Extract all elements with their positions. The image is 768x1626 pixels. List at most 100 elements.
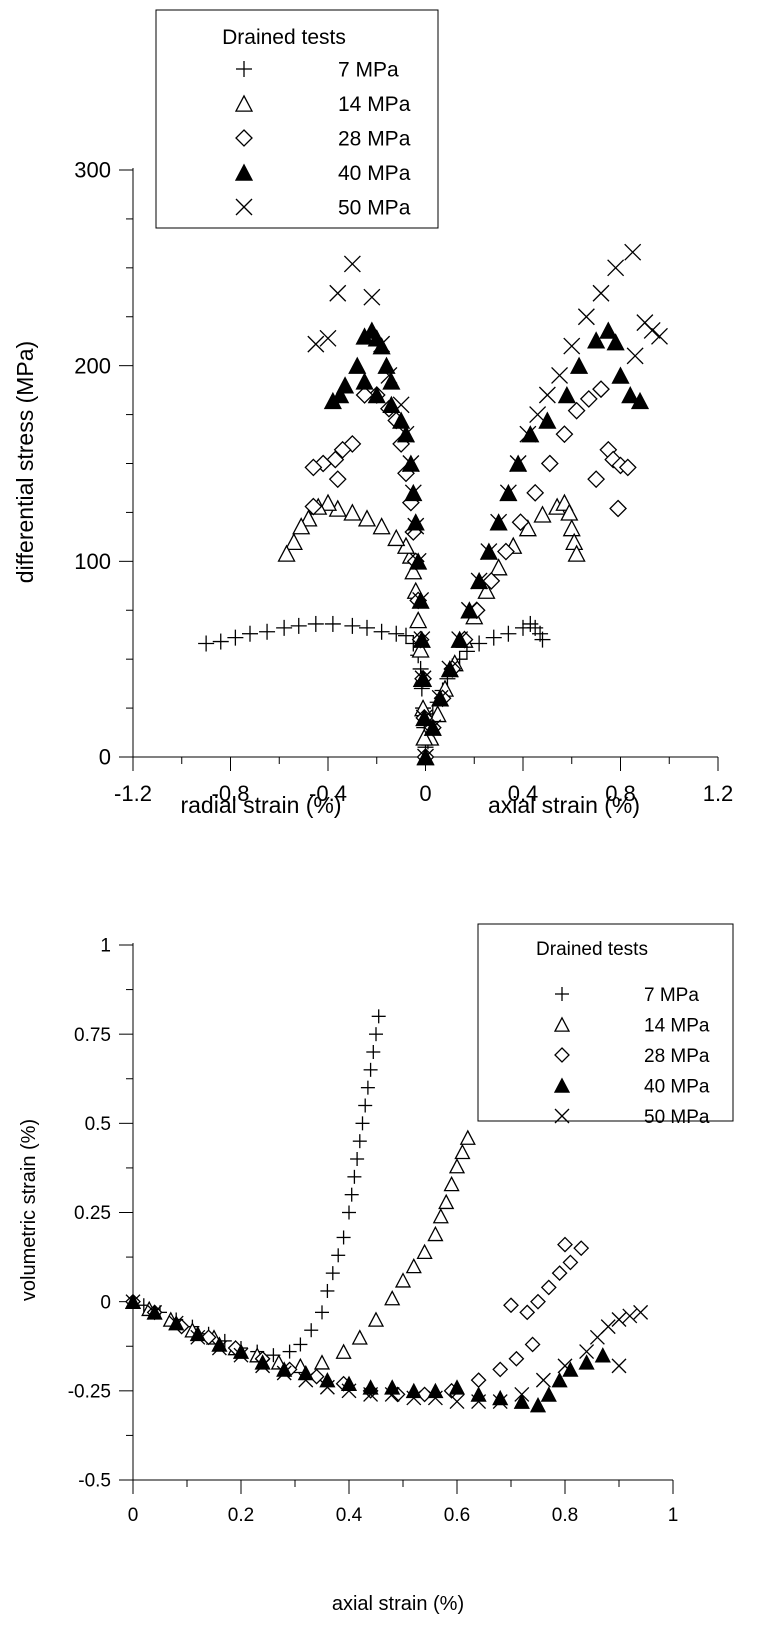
data-point	[651, 327, 668, 345]
data-point	[307, 615, 324, 632]
data-point	[343, 255, 361, 273]
data-point	[371, 1009, 386, 1024]
data-point	[344, 617, 361, 634]
data-points	[124, 1009, 649, 1413]
data-point	[282, 1344, 297, 1359]
data-point	[357, 509, 377, 527]
y-tick-label: 100	[74, 549, 111, 574]
data-point	[521, 425, 540, 443]
data-point	[524, 1336, 541, 1353]
legend-entry-label: 40 MPa	[338, 162, 411, 185]
data-point	[266, 1348, 281, 1363]
data-point	[511, 513, 530, 532]
data-point	[323, 391, 342, 410]
data-point	[397, 425, 415, 443]
data-point	[198, 635, 215, 652]
data-point	[404, 562, 423, 580]
series-7-mpa	[126, 1009, 386, 1363]
data-point	[618, 458, 637, 477]
y-tick-label: -0.25	[68, 1381, 111, 1402]
data-point	[348, 356, 367, 374]
data-point	[530, 1293, 546, 1310]
y-tick-label: 300	[74, 158, 111, 183]
data-point	[518, 519, 537, 537]
legend-title: Drained tests	[222, 26, 346, 49]
data-point	[372, 337, 391, 355]
data-point	[562, 519, 581, 537]
x-tick-label: 1	[668, 1505, 679, 1526]
legend-entry-label: 14 MPa	[338, 93, 411, 116]
data-point	[384, 1290, 401, 1306]
data-point	[384, 1386, 400, 1402]
data-point	[535, 1372, 551, 1388]
data-point	[577, 308, 595, 326]
data-point	[630, 391, 650, 410]
data-point	[621, 386, 640, 404]
legend-entry-label: 50 MPa	[644, 1107, 710, 1128]
data-point	[611, 1358, 627, 1374]
data-point	[471, 635, 488, 652]
data-point	[540, 454, 559, 473]
data-point	[351, 1329, 368, 1345]
x-tick-label: 0.4	[508, 781, 539, 806]
data-point	[606, 333, 625, 351]
data-point	[320, 1283, 335, 1298]
data-point	[513, 1393, 530, 1409]
data-point	[359, 619, 375, 636]
data-point	[372, 517, 391, 535]
data-point	[315, 1305, 329, 1320]
data-point	[470, 1386, 487, 1402]
x-axis-label-right: axial strain (%)	[488, 792, 640, 818]
y-tick-label: 200	[74, 353, 111, 378]
data-point	[416, 1243, 433, 1260]
data-point	[355, 386, 374, 404]
data-point	[347, 1169, 362, 1184]
data-point	[611, 366, 630, 384]
data-point	[557, 386, 576, 404]
data-point	[411, 640, 430, 658]
data-point	[242, 625, 258, 642]
legend-marker-triangle-filled	[553, 1077, 571, 1093]
legend-entry-label: 7 MPa	[338, 59, 399, 82]
data-point	[398, 627, 414, 644]
data-point	[538, 411, 557, 429]
x-tick-label: -0.8	[212, 781, 250, 806]
x-tick-label: 0	[128, 1505, 139, 1526]
data-point	[405, 1257, 422, 1274]
data-point	[373, 335, 391, 353]
data-point	[284, 532, 303, 551]
legend-marker-diamond-open	[554, 1047, 570, 1063]
data-point	[147, 1304, 163, 1320]
data-point	[573, 1240, 590, 1257]
data-point	[534, 631, 551, 648]
legend-entry-label: 50 MPa	[338, 197, 411, 220]
data-point	[299, 509, 318, 527]
x-tick-label: 0	[419, 781, 431, 806]
data-point	[190, 1329, 206, 1345]
data-point	[587, 331, 606, 349]
data-point	[497, 542, 515, 561]
data-point	[443, 1175, 460, 1192]
data-point	[560, 503, 579, 521]
data-point	[600, 1319, 616, 1335]
data-point	[514, 1386, 530, 1402]
data-point	[367, 386, 386, 404]
data-point	[540, 1279, 557, 1296]
data-point	[350, 1152, 365, 1166]
x-axis-label: axial strain (%)	[332, 1593, 464, 1615]
data-point	[304, 458, 323, 477]
y-tick-label: -0.5	[78, 1471, 111, 1492]
data-point	[551, 1372, 568, 1388]
data-point	[366, 1045, 381, 1059]
data-point	[344, 1187, 359, 1202]
data-point	[449, 1394, 465, 1409]
y-tick-label: 0	[100, 1292, 111, 1313]
data-point	[404, 484, 422, 502]
x-tick-label: 0.8	[605, 781, 636, 806]
stress-strain-chart: 0 100 200 300 -1.2 -0.8 -0.4 0 0.4 0.8 1.2 differ…	[12, 9, 733, 818]
legend-entry-label: 28 MPa	[338, 128, 411, 151]
data-point	[565, 532, 584, 551]
data-point	[277, 544, 296, 562]
x-tick-label: 0.8	[552, 1505, 578, 1526]
data-point	[259, 623, 276, 640]
